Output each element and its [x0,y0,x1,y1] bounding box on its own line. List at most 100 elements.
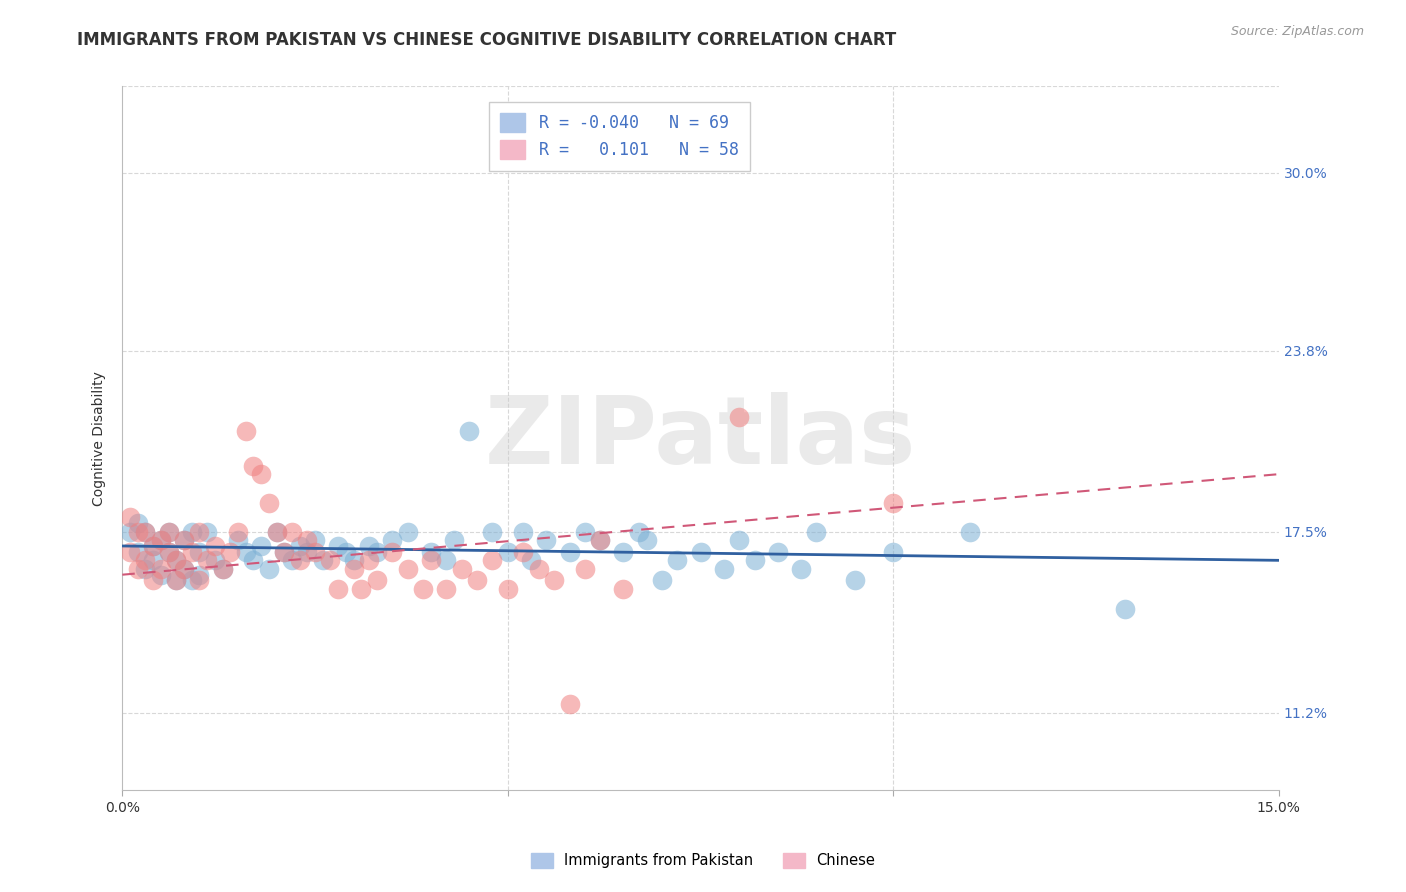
Point [366,574,388,588]
Point [157,545,180,559]
Point [266,524,288,539]
Point [257,496,280,510]
Point [419,553,441,567]
Point [627,524,650,539]
Point [204,539,226,553]
Point [343,553,366,567]
Point [127,524,149,539]
Point [419,545,441,559]
Point [350,582,373,596]
Point [443,533,465,548]
Point [242,458,264,473]
Point [288,539,311,553]
Point [281,553,304,567]
Point [713,562,735,576]
Point [180,524,202,539]
Point [273,545,295,559]
Point [328,582,350,596]
Point [242,553,264,567]
Point [134,562,156,576]
Point [157,524,180,539]
Point [882,496,904,510]
Point [612,545,634,559]
Point [412,582,434,596]
Point [574,562,596,576]
Point [195,524,218,539]
Point [235,545,257,559]
Point [118,524,141,539]
Point [381,533,404,548]
Text: ZIPatlas: ZIPatlas [485,392,917,484]
Point [188,545,211,559]
Legend: R = -0.040   N = 69, R =   0.101   N = 58: R = -0.040 N = 69, R = 0.101 N = 58 [489,102,751,170]
Point [281,524,304,539]
Point [496,545,519,559]
Point [142,574,165,588]
Point [766,545,789,559]
Point [434,582,457,596]
Point [666,553,689,567]
Point [226,533,249,548]
Point [165,553,187,567]
Point [219,545,242,559]
Point [882,545,904,559]
Point [165,553,187,567]
Point [149,567,172,582]
Point [357,539,380,553]
Point [396,562,419,576]
Point [188,574,211,588]
Point [574,524,596,539]
Point [335,545,357,559]
Point [790,562,813,576]
Point [211,562,233,576]
Point [328,539,350,553]
Point [496,582,519,596]
Point [381,545,404,559]
Point [612,582,634,596]
Point [319,553,342,567]
Point [304,533,326,548]
Point [396,524,419,539]
Legend: Immigrants from Pakistan, Chinese: Immigrants from Pakistan, Chinese [523,846,883,876]
Text: Source: ZipAtlas.com: Source: ZipAtlas.com [1230,25,1364,38]
Y-axis label: Cognitive Disability: Cognitive Disability [93,371,107,506]
Point [173,533,195,548]
Point [481,553,503,567]
Point [512,524,534,539]
Point [257,562,280,576]
Point [806,524,828,539]
Point [226,524,249,539]
Point [188,524,211,539]
Point [728,409,751,424]
Point [959,524,981,539]
Point [450,562,472,576]
Text: IMMIGRANTS FROM PAKISTAN VS CHINESE COGNITIVE DISABILITY CORRELATION CHART: IMMIGRANTS FROM PAKISTAN VS CHINESE COGN… [77,31,897,49]
Point [180,545,202,559]
Point [235,424,257,438]
Point [297,545,319,559]
Point [157,524,180,539]
Point [149,533,172,548]
Point [536,533,558,548]
Point [188,567,211,582]
Point [142,539,165,553]
Point [134,524,156,539]
Point [297,533,319,548]
Point [465,574,488,588]
Point [558,697,581,711]
Point [157,545,180,559]
Point [127,562,149,576]
Point [266,524,288,539]
Point [195,553,218,567]
Point [250,467,273,482]
Point [180,574,202,588]
Point [434,553,457,567]
Point [527,562,550,576]
Point [520,553,543,567]
Point [458,424,481,438]
Point [312,553,335,567]
Point [273,545,295,559]
Point [481,524,503,539]
Point [651,574,673,588]
Point [149,562,172,576]
